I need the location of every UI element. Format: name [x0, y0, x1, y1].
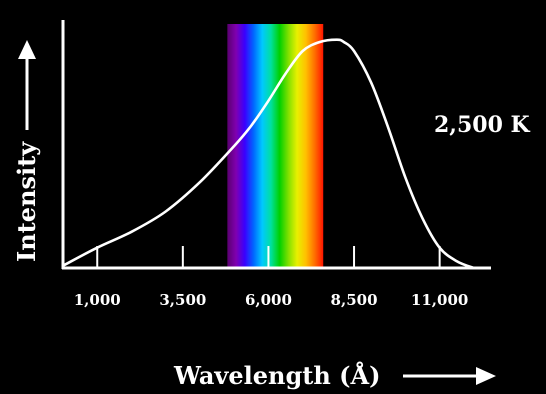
intensity-curve: [61, 38, 476, 270]
x-tick-label: 3,500: [159, 291, 206, 309]
x-tick-label: 8,500: [331, 291, 378, 309]
spectrum-band: [227, 24, 324, 268]
x-axis-title: Wavelength (Å): [173, 361, 380, 390]
y-axis-title: Intensity: [12, 141, 41, 262]
x-tick-label: 11,000: [411, 291, 468, 309]
x-tick-label: 1,000: [74, 291, 121, 309]
x-tick-labels: 1,000 3,500 6,000 8,500 11,000: [74, 291, 469, 309]
x-tick-label: 6,000: [245, 291, 292, 309]
y-axis-title-group: Intensity: [12, 40, 41, 262]
x-ticks: [96, 246, 441, 268]
x-arrow-head-icon: [476, 367, 496, 385]
y-arrow-head-icon: [18, 40, 36, 59]
temperature-label: 2,500 K: [434, 112, 531, 138]
